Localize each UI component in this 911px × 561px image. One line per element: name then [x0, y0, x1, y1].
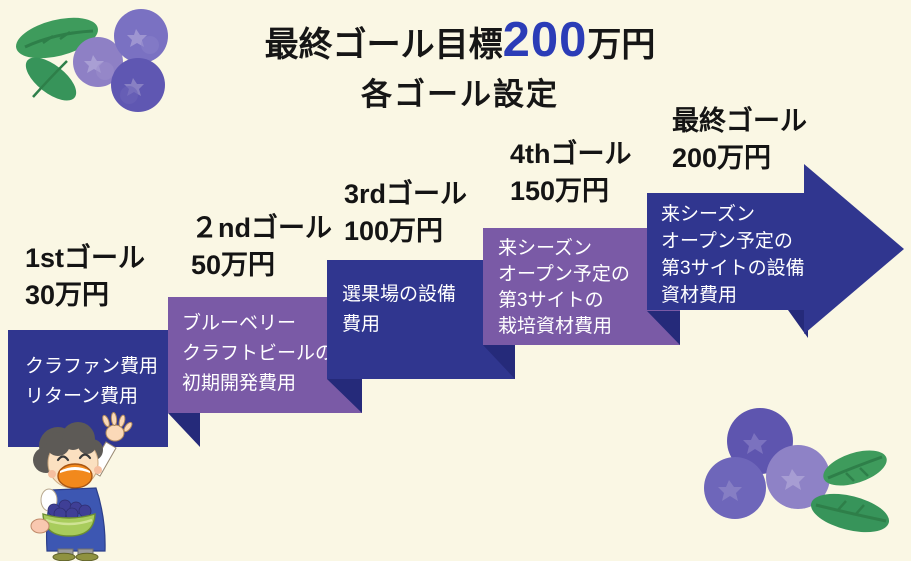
step-5-heading: 最終ゴール 200万円 [672, 103, 807, 177]
farmer-character-icon [30, 412, 133, 561]
step-5-line: オープン予定の [661, 231, 793, 252]
title-suffix: 万円 [587, 26, 656, 64]
step-5-line: 来シーズン [661, 204, 756, 225]
title-prefix: 最終ゴール目標 [264, 26, 503, 64]
step-3-heading: 3rdゴール 100万円 [344, 176, 467, 250]
step-2-line: クラフトビールの [182, 343, 335, 364]
title-line-2: 各ゴール設定 [361, 77, 559, 112]
step-5-line: 資材費用 [661, 285, 738, 306]
step-2-goal: ２ndゴール [191, 213, 332, 243]
step-4-line: 第3サイトの [498, 290, 604, 311]
step-4-amount: 150万円 [510, 176, 610, 206]
step-3-amount: 100万円 [344, 216, 444, 246]
step-5-amount: 200万円 [672, 143, 772, 173]
step-3-goal: 3rdゴール [344, 179, 468, 209]
page-title: 最終ゴール目標200万円 各ゴール設定 [120, 12, 800, 114]
step-4-heading: 4thゴール 150万円 [510, 136, 632, 210]
step-4-line: 来シーズン [498, 238, 593, 259]
step-2-line: 初期開発費用 [182, 373, 297, 394]
step-1-line: クラファン費用 [25, 356, 159, 377]
step-3-line: 費用 [342, 314, 381, 335]
arrow-head [804, 164, 904, 334]
step-5-block: 来シーズン オープン予定の 第3サイトの設備 資材費用 [647, 193, 806, 310]
blueberry-cluster-top-left-icon [16, 9, 168, 112]
step-1-heading: 1stゴール 30万円 [25, 240, 145, 314]
step-4-line: 栽培資材費用 [498, 316, 613, 337]
title-amount: 200 [502, 13, 588, 67]
fold-shadow [168, 413, 200, 447]
step-1-goal: 1stゴール [25, 243, 146, 273]
step-2-amount: 50万円 [191, 250, 276, 280]
step-5-line: 第3サイトの設備 [661, 258, 805, 279]
title-line-1: 最終ゴール目標200万円 [120, 12, 800, 68]
step-2-heading: ２ndゴール 50万円 [191, 210, 332, 284]
step-3-line: 選果場の設備 [342, 284, 457, 305]
blueberry-cluster-bottom-right-icon [704, 408, 890, 533]
step-1-line: リターン費用 [25, 386, 139, 407]
step-4-goal: 4thゴール [510, 139, 632, 169]
step-1-amount: 30万円 [25, 280, 110, 310]
step-4-line: オープン予定の [498, 264, 630, 285]
step-2-line: ブルーベリー [182, 313, 297, 334]
step-5-goal: 最終ゴール [672, 106, 807, 136]
